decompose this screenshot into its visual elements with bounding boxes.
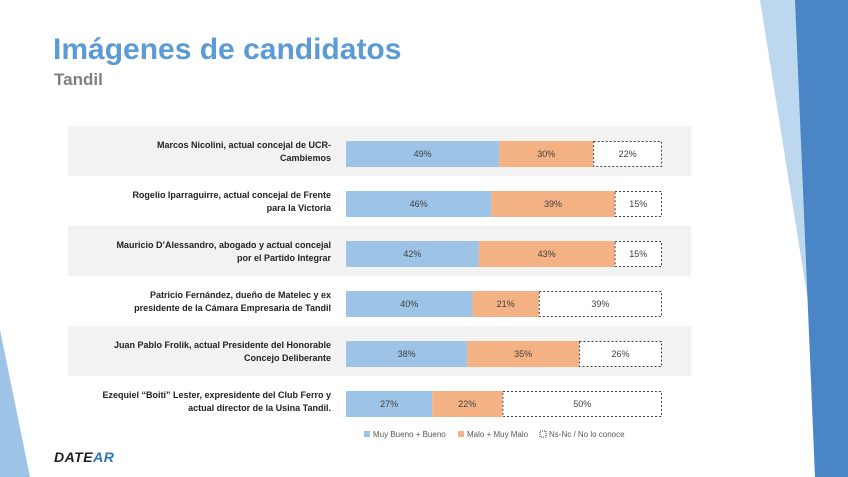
data-label: 39% xyxy=(591,299,609,309)
bar-segment-nsnc xyxy=(593,141,663,167)
candidate-label: Patricio Fernández, dueño de Matelec y e… xyxy=(134,290,331,313)
data-label: 39% xyxy=(544,199,562,209)
bar-segment-bad xyxy=(478,241,615,267)
deco-left-wedge xyxy=(0,330,30,477)
deco-dark-stripe xyxy=(795,0,848,477)
candidate-label-line: presidente de la Cámara Empresaria de Ta… xyxy=(134,303,331,313)
bar-segment-good xyxy=(346,341,468,367)
legend-label: Ns-Nc / No lo conoce xyxy=(549,430,625,439)
data-label: 22% xyxy=(619,149,637,159)
bar-segment-bad xyxy=(472,291,539,317)
bar-segment-good xyxy=(346,241,479,267)
data-label: 26% xyxy=(611,349,629,359)
data-label: 42% xyxy=(403,249,421,259)
legend-swatch-nsnc xyxy=(539,430,547,438)
candidate-label: Ezequiel “Boiti” Lester, expresidente de… xyxy=(102,390,331,413)
bar-segment-nsnc xyxy=(502,391,663,417)
bar-segment-nsnc xyxy=(614,241,662,267)
candidate-label-line: Cambiemos xyxy=(280,153,331,163)
candidate-label-line: Juan Pablo Frolik, actual Presidente del… xyxy=(114,340,331,350)
data-label: 49% xyxy=(414,149,432,159)
data-label: 40% xyxy=(400,299,418,309)
bar-segment-nsnc xyxy=(538,291,663,317)
bar-segment-nsnc xyxy=(614,191,662,217)
candidate-label: Juan Pablo Frolik, actual Presidente del… xyxy=(114,340,331,363)
candidate-label-line: actual director de la Usina Tandil. xyxy=(188,403,331,413)
legend-swatch-bad xyxy=(458,431,464,437)
bar-segment-good xyxy=(346,291,473,317)
data-label: 46% xyxy=(410,199,428,209)
candidate-label-line: Concejo Deliberante xyxy=(244,353,331,363)
data-label: 50% xyxy=(573,399,591,409)
candidate-label: Mauricio D’Alessandro, abogado y actual … xyxy=(116,240,331,263)
data-label: 27% xyxy=(380,399,398,409)
data-label: 21% xyxy=(497,299,515,309)
candidate-label-line: por el Partido Integrar xyxy=(237,253,332,263)
bar-segment-good xyxy=(346,191,492,217)
legend-label: Malo + Muy Malo xyxy=(467,430,529,439)
data-label: 38% xyxy=(398,349,416,359)
candidate-label-line: para la Victoria xyxy=(267,203,332,213)
candidate-label: Rogelio Iparraguirre, actual concejal de… xyxy=(132,190,332,213)
data-label: 35% xyxy=(514,349,532,359)
legend-swatch-good xyxy=(364,431,370,437)
bar-segment-bad xyxy=(467,341,580,367)
data-label: 22% xyxy=(458,399,476,409)
data-label: 30% xyxy=(537,149,555,159)
candidate-label: Marcos Nicolini, actual concejal de UCR-… xyxy=(157,140,331,163)
bar-segment-bad xyxy=(491,191,615,217)
bar-segment-bad xyxy=(499,141,594,167)
bar-segment-bad xyxy=(432,391,503,417)
logo-text-accent: AR xyxy=(93,449,115,465)
candidate-label-line: Ezequiel “Boiti” Lester, expresidente de… xyxy=(102,390,331,400)
candidate-label-line: Patricio Fernández, dueño de Matelec y e… xyxy=(150,290,331,300)
data-label: 15% xyxy=(629,249,647,259)
slide-subtitle: Tandil xyxy=(54,70,103,89)
data-label: 15% xyxy=(629,199,647,209)
logo-text-main: DATE xyxy=(54,449,94,465)
data-label: 43% xyxy=(538,249,556,259)
bar-segment-good xyxy=(346,141,500,167)
candidate-label-line: Marcos Nicolini, actual concejal de UCR- xyxy=(157,140,331,150)
slide-title: Imágenes de candidatos xyxy=(53,33,402,66)
candidate-label-line: Mauricio D’Alessandro, abogado y actual … xyxy=(116,240,331,250)
legend-label: Muy Bueno + Bueno xyxy=(373,430,446,439)
bar-segment-good xyxy=(346,391,433,417)
datear-logo: DATEAR xyxy=(54,449,114,465)
candidate-label-line: Rogelio Iparraguirre, actual concejal de… xyxy=(132,190,331,200)
bar-segment-nsnc xyxy=(579,341,662,367)
